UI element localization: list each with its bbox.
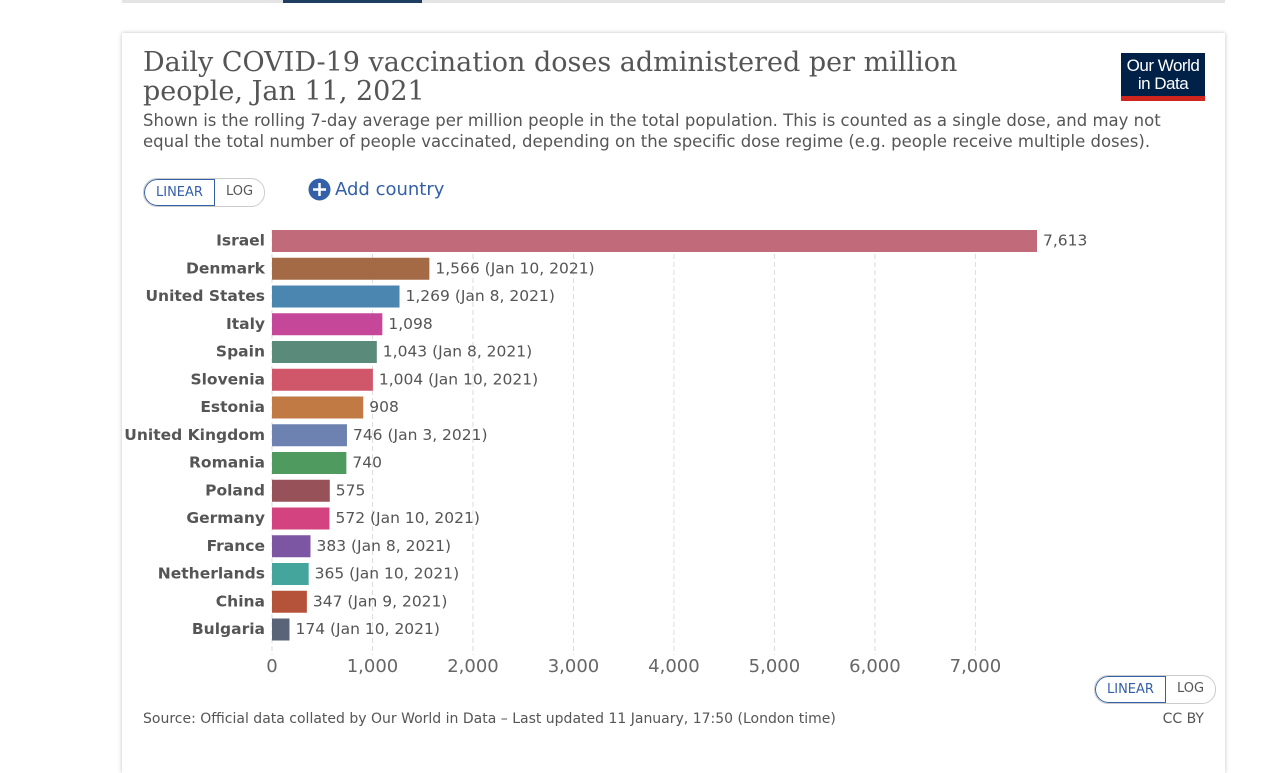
bar (272, 396, 364, 419)
bar (272, 563, 309, 585)
log-button[interactable]: LOG (1176, 681, 1205, 696)
value-label: 174 (Jan 10, 2021) (295, 620, 439, 638)
x-tick-label: 2,000 (447, 656, 499, 677)
tab-bar (122, 0, 1225, 3)
category-label: China (216, 592, 265, 610)
bottom-scale-toggle: LINEAR LOG (1094, 675, 1217, 704)
log-button[interactable]: LOG (225, 184, 254, 199)
x-tick-label: 0 (266, 656, 277, 677)
scale-toggle: LINEAR LOG (143, 178, 266, 207)
value-label: 1,269 (Jan 8, 2021) (406, 287, 555, 305)
category-label: United Kingdom (124, 426, 265, 444)
x-tick-label: 4,000 (648, 656, 700, 677)
chart-title: Daily COVID-19 vaccination doses adminis… (143, 47, 958, 107)
logo[interactable]: Our World in Data (1121, 53, 1205, 101)
value-label: 908 (369, 398, 399, 416)
value-label: 383 (Jan 8, 2021) (316, 537, 451, 555)
value-label: 1,043 (Jan 8, 2021) (383, 343, 532, 361)
chart-subtitle: Shown is the rolling 7-day average per m… (143, 111, 1161, 151)
x-tick-label: 6,000 (849, 656, 901, 677)
category-label: Slovenia (190, 370, 265, 388)
x-tick-label: 1,000 (347, 656, 399, 677)
value-label: 7,613 (1043, 232, 1087, 250)
value-label: 1,566 (Jan 10, 2021) (435, 259, 594, 277)
value-label: 365 (Jan 10, 2021) (315, 565, 459, 583)
category-label: Israel (216, 232, 265, 250)
value-label: 1,098 (388, 315, 432, 333)
bar (272, 230, 1037, 252)
x-tick-label: 3,000 (548, 656, 600, 677)
bar (272, 285, 400, 308)
add-country-label: Add country (335, 179, 445, 200)
category-label: Germany (186, 509, 265, 527)
active-tab (283, 0, 422, 3)
add-country-button[interactable]: Add country (308, 178, 444, 201)
category-label: Spain (216, 343, 265, 361)
category-label: Romania (189, 454, 265, 472)
chart: 0 1,000 2,000 3,000 4,000 5,000 6,000 7,000 Isra… (124, 230, 1087, 677)
value-label: 347 (Jan 9, 2021) (313, 592, 448, 610)
bar (272, 452, 347, 474)
category-label: Italy (226, 315, 265, 333)
bar (272, 313, 383, 336)
value-label: 1,004 (Jan 10, 2021) (379, 370, 538, 388)
linear-button[interactable]: LINEAR (1095, 676, 1166, 703)
license[interactable]: CC BY (1162, 711, 1204, 727)
bar (272, 507, 330, 530)
category-label: France (207, 537, 265, 555)
value-label: 740 (352, 454, 382, 472)
category-label: Estonia (200, 398, 265, 416)
bar (272, 257, 430, 280)
logo-line: in Data (1137, 74, 1189, 93)
category-label: Denmark (186, 259, 266, 277)
linear-button[interactable]: LINEAR (144, 179, 215, 206)
bar (272, 618, 290, 641)
bar (272, 341, 377, 363)
bar (272, 479, 330, 502)
category-label: Bulgaria (192, 620, 265, 638)
category-label: Poland (205, 481, 265, 499)
category-label: United States (145, 287, 265, 305)
source-note: Source: Official data collated by Our Wo… (143, 711, 836, 727)
page: Daily COVID-19 vaccination doses adminis… (122, 0, 1225, 727)
value-label: 746 (Jan 3, 2021) (353, 426, 488, 444)
bar (272, 424, 347, 447)
category-label: Netherlands (158, 565, 265, 583)
bar (272, 535, 311, 558)
logo-line: Our World (1126, 56, 1200, 75)
x-tick-label: 5,000 (749, 656, 801, 677)
x-tick-label: 7,000 (950, 656, 1002, 677)
bar (272, 590, 307, 613)
bar (272, 368, 373, 391)
value-label: 575 (336, 481, 366, 499)
value-label: 572 (Jan 10, 2021) (335, 509, 479, 527)
plus-icon (308, 178, 331, 201)
